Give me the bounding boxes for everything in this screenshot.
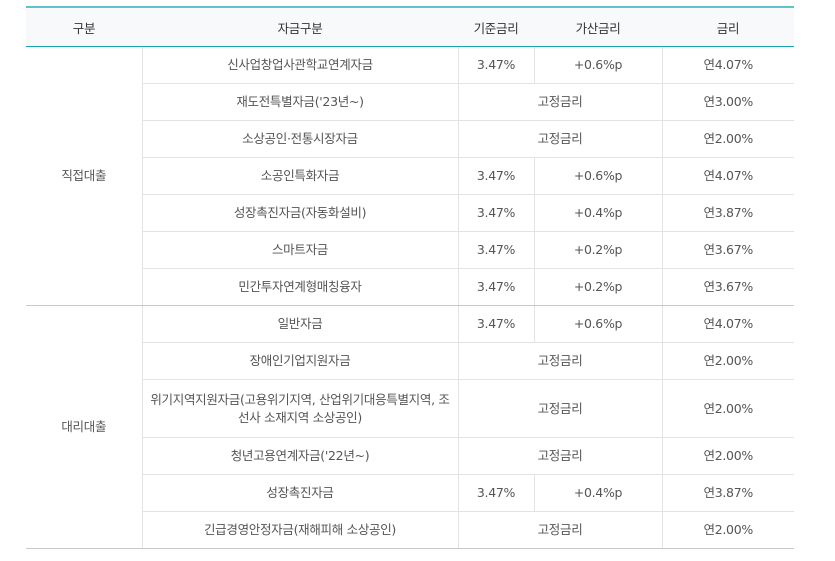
rate-cell: 연3.67% xyxy=(661,268,794,306)
add-rate-cell: +0.2%p xyxy=(533,231,662,269)
rate-cell: 연2.00% xyxy=(661,379,794,438)
fund-name-cell: 청년고용연계자금('22년~) xyxy=(141,437,458,475)
fund-name-cell: 일반자금 xyxy=(141,305,458,343)
base-rate-cell: 3.47% xyxy=(457,268,534,306)
add-rate-cell: +0.6%p xyxy=(533,157,662,195)
table-row: 청년고용연계자금('22년~) 고정금리 연2.00% xyxy=(26,437,794,475)
header-row: 구분 자금구분 기준금리 가산금리 금리 xyxy=(26,6,794,47)
header-add-rate: 가산금리 xyxy=(534,6,662,47)
add-rate-cell: +0.4%p xyxy=(533,194,662,232)
fixed-rate-cell: 고정금리 xyxy=(457,342,662,380)
table-row: 소상공인·전통시장자금 고정금리 연2.00% xyxy=(26,120,794,158)
table-row: 장애인기업지원자금 고정금리 연2.00% xyxy=(26,342,794,380)
table-row: 성장촉진자금(자동화설비) 3.47% +0.4%p 연3.87% xyxy=(26,194,794,232)
add-rate-cell: +0.6%p xyxy=(533,46,662,84)
table-row: 성장촉진자금 3.47% +0.4%p 연3.87% xyxy=(26,474,794,512)
category-cell: 직접대출 xyxy=(26,46,142,306)
fund-name-cell: 장애인기업지원자금 xyxy=(141,342,458,380)
base-rate-cell: 3.47% xyxy=(457,231,534,269)
table-row: 재도전특별자금('23년~) 고정금리 연3.00% xyxy=(26,83,794,121)
rate-cell: 연3.00% xyxy=(661,83,794,121)
fund-name-cell: 스마트자금 xyxy=(141,231,458,269)
rate-cell: 연3.87% xyxy=(661,194,794,232)
add-rate-cell: +0.2%p xyxy=(533,268,662,306)
base-rate-cell: 3.47% xyxy=(457,157,534,195)
table-row: 직접대출 신사업창업사관학교연계자금 3.47% +0.6%p 연4.07% xyxy=(26,46,794,306)
base-rate-cell: 3.47% xyxy=(457,46,534,84)
fixed-rate-cell: 고정금리 xyxy=(457,120,662,158)
table-row: 스마트자금 3.47% +0.2%p 연3.67% xyxy=(26,231,794,269)
rate-cell: 연4.07% xyxy=(661,157,794,195)
rate-cell: 연3.87% xyxy=(661,474,794,512)
fund-name-cell: 성장촉진자금 xyxy=(141,474,458,512)
rate-table-container: 구분 자금구분 기준금리 가산금리 금리 직접대출 신사업창업사관학교연계자금 … xyxy=(26,6,794,549)
fund-name-cell: 재도전특별자금('23년~) xyxy=(141,83,458,121)
base-rate-cell: 3.47% xyxy=(457,305,534,343)
fund-name-cell: 소공인특화자금 xyxy=(141,157,458,195)
header-fund: 자금구분 xyxy=(142,6,458,47)
fund-name-cell: 소상공인·전통시장자금 xyxy=(141,120,458,158)
table-row: 긴급경영안정자금(재해피해 소상공인) 고정금리 연2.00% xyxy=(26,511,794,549)
rate-cell: 연2.00% xyxy=(661,437,794,475)
fund-name-cell: 성장촉진자금(자동화설비) xyxy=(141,194,458,232)
header-base-rate: 기준금리 xyxy=(458,6,534,47)
fixed-rate-cell: 고정금리 xyxy=(457,379,662,438)
base-rate-cell: 3.47% xyxy=(457,194,534,232)
fund-name-cell: 민간투자연계형매칭융자 xyxy=(141,268,458,306)
rate-cell: 연3.67% xyxy=(661,231,794,269)
fund-name-cell: 긴급경영안정자금(재해피해 소상공인) xyxy=(141,511,458,549)
fund-name-text: 위기지역지원자금(고용위기지역, 산업위기대응특별지역, 조선사 소재지역 소상… xyxy=(150,391,450,425)
table-body: 직접대출 신사업창업사관학교연계자금 3.47% +0.6%p 연4.07% 재… xyxy=(26,46,794,549)
loan-rate-table: 구분 자금구분 기준금리 가산금리 금리 직접대출 신사업창업사관학교연계자금 … xyxy=(26,6,794,549)
fund-name-cell: 신사업창업사관학교연계자금 xyxy=(141,46,458,84)
table-row: 민간투자연계형매칭융자 3.47% +0.2%p 연3.67% xyxy=(26,268,794,306)
rate-cell: 연2.00% xyxy=(661,120,794,158)
add-rate-cell: +0.6%p xyxy=(533,305,662,343)
table-header: 구분 자금구분 기준금리 가산금리 금리 xyxy=(26,6,794,47)
rate-cell: 연2.00% xyxy=(661,511,794,549)
fixed-rate-cell: 고정금리 xyxy=(457,437,662,475)
base-rate-cell: 3.47% xyxy=(457,474,534,512)
rate-cell: 연4.07% xyxy=(661,305,794,343)
table-row: 위기지역지원자금(고용위기지역, 산업위기대응특별지역, 조선사 소재지역 소상… xyxy=(26,379,794,438)
rate-cell: 연4.07% xyxy=(661,46,794,84)
table-row: 소공인특화자금 3.47% +0.6%p 연4.07% xyxy=(26,157,794,195)
table-row: 대리대출 일반자금 3.47% +0.6%p 연4.07% xyxy=(26,305,794,549)
rate-cell: 연2.00% xyxy=(661,342,794,380)
fixed-rate-cell: 고정금리 xyxy=(457,511,662,549)
header-rate: 금리 xyxy=(662,6,794,47)
add-rate-cell: +0.4%p xyxy=(533,474,662,512)
fixed-rate-cell: 고정금리 xyxy=(457,83,662,121)
fund-name-cell: 위기지역지원자금(고용위기지역, 산업위기대응특별지역, 조선사 소재지역 소상… xyxy=(141,379,458,438)
category-cell: 대리대출 xyxy=(26,305,142,549)
header-category: 구분 xyxy=(26,6,142,47)
